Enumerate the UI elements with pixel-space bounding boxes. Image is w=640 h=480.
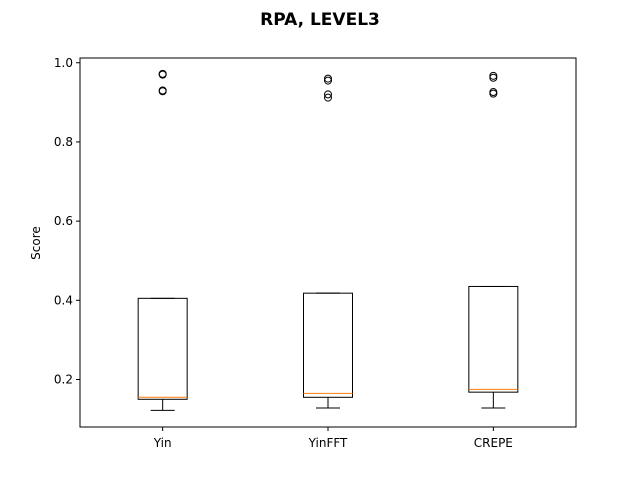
outlier-point xyxy=(158,69,167,78)
box xyxy=(137,297,188,400)
outlier-point xyxy=(489,73,498,82)
outlier-point xyxy=(324,76,332,85)
outlier-point xyxy=(324,93,332,102)
outlier-point xyxy=(324,74,332,83)
outlier-point xyxy=(489,71,498,80)
axes-frame xyxy=(79,57,577,428)
box-group-crepe xyxy=(468,71,519,409)
x-tick-label: CREPE xyxy=(474,436,513,450)
outlier-point xyxy=(158,86,167,95)
box-group-yin xyxy=(137,69,188,411)
y-tick-label: 0.8 xyxy=(54,135,73,149)
y-axis-label: Score xyxy=(29,226,43,260)
plot-area: 0.2 0.4 0.6 0.8 1.0 Yin YinFFT CREPE xyxy=(54,56,519,450)
chart-title: RPA, LEVEL3 xyxy=(260,10,380,30)
x-tick-label: YinFFT xyxy=(308,436,348,450)
box xyxy=(468,285,519,393)
outlier-point xyxy=(324,90,332,99)
y-tick-label: 0.6 xyxy=(54,214,73,228)
outlier-point xyxy=(489,88,498,97)
box-group-yinfft xyxy=(303,74,353,409)
y-tick-label: 1.0 xyxy=(54,56,73,70)
y-tick-label: 0.4 xyxy=(54,293,73,307)
box xyxy=(303,292,353,398)
y-tick-label: 0.2 xyxy=(54,372,73,386)
x-tick-label: Yin xyxy=(153,436,172,450)
